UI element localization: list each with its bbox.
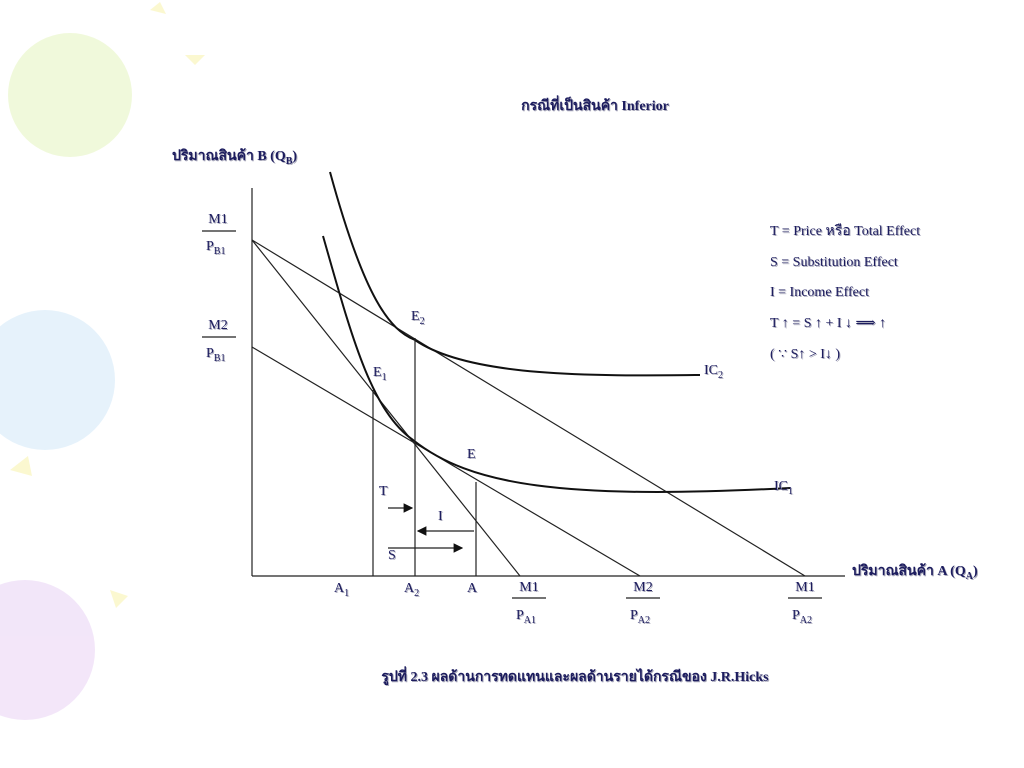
effect-label: I (438, 509, 443, 524)
point-label: E1 (373, 365, 387, 383)
fraction-den: PA1 (516, 608, 536, 626)
fraction-den: PA2 (630, 608, 650, 626)
fraction-den: PB1 (206, 346, 225, 364)
fraction-num: M1 (208, 212, 227, 227)
point-label: IC1 (774, 479, 793, 497)
fraction-num: M2 (633, 580, 652, 595)
effect-label: T (379, 484, 388, 499)
fraction-num: M2 (208, 318, 227, 333)
point-labels: E2 E1 E IC2 IC1 A1 A2 A T I S (334, 309, 793, 599)
indifference-curves (322, 171, 791, 493)
fraction-den: PA2 (792, 608, 812, 626)
fraction-num: M1 (795, 580, 814, 595)
fraction-labels: M1 PB1 M2 PB1 M1 PA1 M2 PA2 M1 PA2 (202, 212, 822, 626)
drop-lines (372, 338, 477, 576)
budget-lines (251, 239, 806, 577)
point-label: E (467, 447, 476, 462)
fraction-num: M1 (519, 580, 538, 595)
legend-line: S = Substitution Effect (770, 255, 898, 270)
title: กรณีที่เป็นสินค้า Inferior (521, 95, 669, 114)
x-axis-label: ปริมาณสินค้า A (QA) (852, 563, 978, 582)
caption: รูปที่ 2.3 ผลด้านการทดแทนและผลด้านรายได้… (381, 666, 769, 685)
point-label: E2 (411, 309, 425, 327)
point-label: IC2 (704, 363, 723, 381)
legend-line: T = Price หรือ Total Effect (770, 223, 920, 239)
fraction-den: PB1 (206, 239, 225, 257)
y-axis-label: ปริมาณสินค้า B (QB) (172, 148, 297, 167)
legend-line: I = Income Effect (770, 285, 869, 300)
legend: T = Price หรือ Total Effect S = Substitu… (770, 223, 920, 362)
legend-line: T ↑ = S ↑ + I ↓ ⟹ ↑ (770, 316, 886, 331)
effect-arrows (388, 503, 474, 553)
effect-label: S (388, 548, 396, 563)
point-label: A2 (404, 581, 419, 599)
background-balloons (0, 2, 205, 720)
point-label: A (467, 581, 478, 596)
axes (251, 188, 845, 577)
point-label: A1 (334, 581, 349, 599)
legend-line: ( ∵ S↑ > I↓ ) (770, 347, 840, 362)
